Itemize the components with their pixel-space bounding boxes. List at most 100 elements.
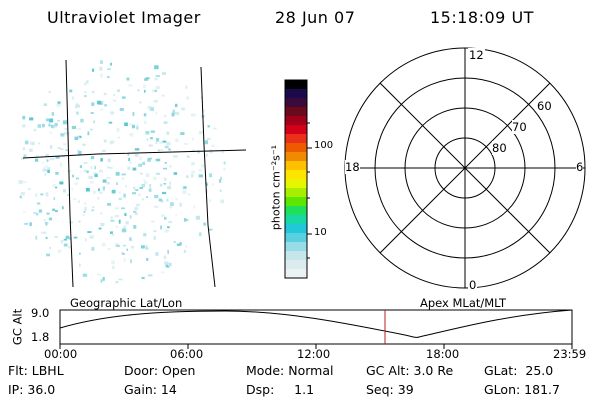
uv-speckle	[83, 211, 86, 213]
uv-speckle	[141, 276, 145, 280]
uv-speckle	[147, 159, 151, 162]
uv-speckle	[100, 212, 103, 215]
uv-speckle	[139, 156, 143, 161]
uv-speckle	[68, 237, 71, 240]
uv-speckle	[65, 235, 70, 239]
uv-speckle	[20, 157, 25, 160]
uv-speckle	[111, 260, 115, 265]
uv-speckle	[99, 66, 103, 71]
uv-speckle	[103, 139, 107, 143]
uv-speckle	[143, 113, 147, 117]
colorbar-segment	[285, 269, 307, 279]
uv-speckle	[29, 222, 32, 227]
uv-speckle	[173, 155, 178, 158]
uv-speckle	[44, 222, 49, 225]
uv-speckle	[55, 186, 58, 189]
uv-speckle	[86, 170, 89, 174]
uv-speckle	[123, 258, 126, 262]
uv-speckle	[22, 115, 26, 120]
polar-hour-0: 0	[468, 278, 478, 292]
uv-speckle	[164, 162, 167, 164]
uv-speckle	[74, 182, 78, 185]
uv-speckle	[124, 211, 126, 214]
uv-speckle	[29, 117, 34, 121]
uv-speckle	[179, 202, 182, 207]
colorbar-segment	[285, 116, 307, 126]
uv-speckle	[92, 68, 95, 72]
uv-speckle	[93, 120, 95, 124]
uv-speckle	[198, 168, 203, 172]
uv-speckle	[147, 106, 152, 109]
uv-speckle	[175, 111, 180, 115]
uv-speckle	[103, 92, 107, 96]
uv-speckle	[183, 143, 189, 145]
uv-speckle	[125, 221, 129, 225]
uv-speckle	[101, 242, 106, 247]
uv-speckle	[55, 210, 58, 213]
uv-speckle	[87, 231, 92, 233]
uv-speckle	[42, 161, 44, 165]
uv-speckle	[182, 190, 187, 194]
uv-speckle	[167, 185, 171, 190]
uv-speckle	[145, 130, 150, 135]
uv-speckle	[191, 170, 196, 174]
uv-speckle	[154, 65, 159, 70]
timeline-x-tick-0000: 00:00	[44, 347, 78, 361]
uv-speckle	[100, 222, 105, 227]
uv-speckle	[98, 188, 100, 192]
colorbar-segment	[285, 80, 307, 90]
uv-speckle	[183, 249, 186, 253]
uv-speckle	[155, 86, 160, 89]
uv-speckle	[46, 159, 49, 162]
uv-speckle	[131, 124, 135, 129]
uv-speckle	[107, 68, 111, 70]
uv-speckle	[76, 149, 80, 152]
uv-speckle	[129, 237, 132, 241]
colorbar-segment	[285, 197, 307, 207]
uv-speckle	[114, 215, 120, 218]
uv-speckle	[145, 173, 150, 178]
uv-speckle	[163, 121, 168, 124]
uv-speckle	[40, 193, 44, 196]
uv-speckle	[138, 101, 142, 104]
uv-speckle	[139, 172, 143, 175]
uv-speckle	[135, 189, 139, 191]
uv-speckle	[44, 173, 47, 176]
uv-speckle	[100, 60, 103, 64]
uv-speckle	[169, 165, 172, 168]
uv-speckle	[83, 91, 87, 94]
uv-speckle	[116, 128, 120, 132]
uv-speckle	[139, 187, 143, 189]
uv-speckle	[82, 273, 88, 277]
uv-speckle	[57, 249, 62, 253]
uv-speckle	[185, 245, 188, 248]
status-geographic-latitude: GLat: 25.0	[484, 363, 554, 378]
uv-speckle	[155, 75, 160, 77]
uv-speckle	[173, 172, 178, 175]
uv-speckle	[121, 207, 125, 210]
uv-speckle	[60, 240, 63, 244]
uv-speckle	[118, 197, 122, 200]
status-ip: IP: 36.0	[8, 382, 56, 397]
uv-speckle	[134, 148, 140, 151]
timeline-x-tick-2359: 23:59	[553, 347, 587, 361]
uv-speckle	[163, 177, 167, 181]
gc-altitude-timeline	[59, 309, 573, 349]
uv-speckle	[123, 226, 126, 229]
uv-speckle	[37, 124, 41, 128]
uv-speckle	[168, 148, 171, 151]
uv-speckle	[35, 212, 39, 216]
uv-speckle	[205, 153, 208, 157]
uv-speckle	[163, 255, 167, 260]
uv-speckle	[40, 231, 45, 234]
date-label: 28 Jun 07	[275, 8, 356, 27]
uv-speckle	[162, 191, 167, 195]
uv-speckle	[163, 183, 166, 185]
uv-speckle	[144, 78, 149, 81]
uv-speckle	[94, 173, 98, 178]
uv-speckle	[102, 277, 105, 281]
uv-speckle	[112, 266, 115, 269]
uv-speckle	[141, 245, 145, 249]
uv-speckle	[204, 140, 208, 145]
uv-speckle	[145, 77, 150, 80]
